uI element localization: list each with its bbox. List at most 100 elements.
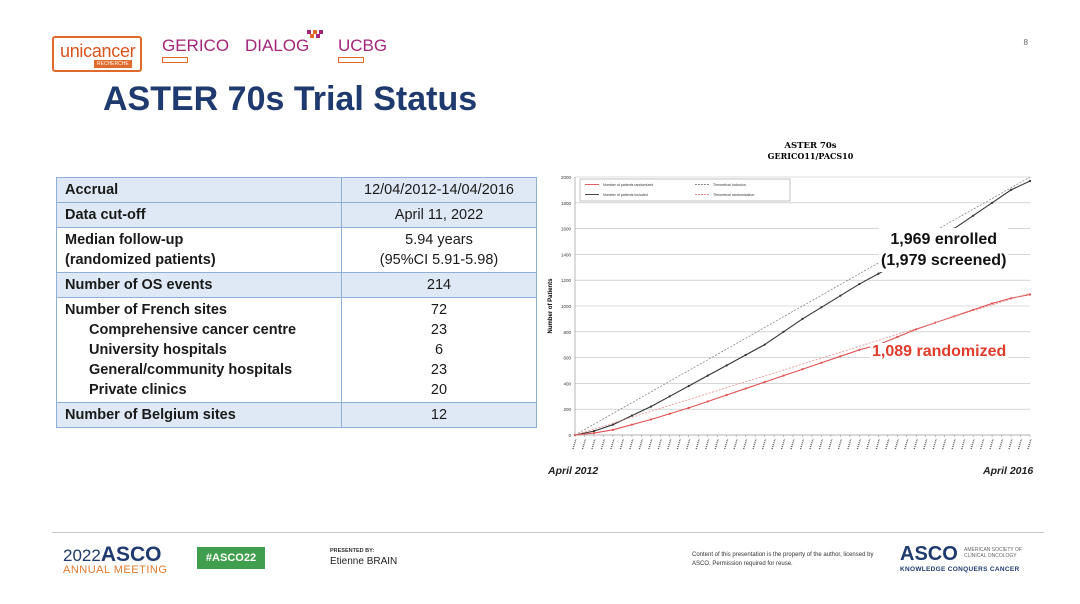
gerico-logo: GERICO	[162, 36, 229, 63]
y-tick-label: 1000	[561, 304, 572, 309]
series-point	[668, 412, 671, 415]
series-point	[763, 343, 766, 346]
row-label-sub: (randomized patients)	[65, 252, 216, 268]
accrual-chart: ASTER 70s GERICO11/PACS10 0 200 400 600 800 100…	[540, 140, 1040, 480]
series-point	[592, 430, 596, 433]
sub-row-value: 6	[434, 342, 444, 358]
x-tick-label	[998, 438, 1004, 450]
x-tick-label	[1027, 438, 1032, 450]
sub-row-label: Private clinics	[89, 382, 187, 398]
series-point	[877, 272, 880, 275]
series-point	[725, 364, 728, 367]
x-tick-label	[828, 438, 833, 450]
x-tick-label	[951, 438, 956, 450]
y-tick-label: 0	[568, 433, 571, 438]
series-point	[839, 355, 842, 358]
series-point	[706, 400, 709, 403]
row-label: Median follow-up	[65, 232, 184, 248]
x-tick-label	[875, 438, 881, 450]
trial-status-table: Accrual 12/04/2012-14/04/2016 Data cut-o…	[56, 177, 537, 428]
x-tick-label	[904, 438, 909, 450]
sub-row-label: University hospitals	[89, 342, 227, 358]
sub-row-value: 23	[430, 322, 448, 338]
x-tick-label	[979, 438, 985, 450]
x-tick-label	[913, 438, 918, 450]
x-tick-label	[866, 438, 871, 450]
series-point	[801, 317, 804, 320]
x-tick-label	[837, 438, 843, 450]
row-value: 72	[430, 302, 448, 318]
copyright-disclaimer: Content of this presentation is the prop…	[692, 552, 874, 567]
x-tick-label	[1017, 438, 1023, 450]
x-tick-label	[752, 438, 757, 450]
dialog-checker-icon	[307, 30, 323, 38]
footer-divider	[52, 532, 1044, 533]
table-row: Number of Belgium sites 12	[56, 402, 537, 428]
table-row: Median follow-up (randomized patients) 5…	[56, 227, 537, 273]
series-point	[820, 306, 823, 309]
series-point	[687, 384, 690, 388]
x-tick-label	[648, 438, 653, 450]
x-tick-label	[686, 438, 691, 450]
series-point	[706, 374, 709, 377]
presented-by: PRESENTED BY: Etienne BRAIN	[330, 548, 397, 567]
series-point	[782, 374, 785, 377]
x-axis-start-label: April 2012	[548, 465, 599, 477]
x-tick-label	[1008, 438, 1013, 450]
series-point	[820, 361, 823, 364]
x-tick-label	[761, 438, 767, 450]
y-axis-label: Number of Patients	[548, 278, 554, 334]
table-row: Number of OS events 214	[56, 272, 537, 298]
x-tick-label	[894, 438, 899, 450]
row-value: April 11, 2022	[341, 202, 537, 228]
row-label: Data cut-off	[56, 202, 342, 228]
row-value: 214	[341, 272, 537, 298]
x-tick-label	[676, 438, 681, 450]
series-point	[1028, 293, 1032, 296]
hashtag-badge: #ASCO22	[197, 547, 265, 569]
series-point	[649, 405, 652, 408]
x-tick-label	[790, 438, 795, 450]
x-tick-label	[970, 438, 975, 450]
sub-row-value: 23	[430, 362, 448, 378]
x-tick-label	[619, 438, 625, 450]
x-tick-label	[572, 438, 577, 450]
meeting-label: ANNUAL MEETING	[63, 564, 168, 576]
asco-society-wordmark: ASCO	[900, 543, 958, 565]
series-point	[839, 294, 842, 297]
series-point	[990, 302, 994, 305]
series-point	[649, 418, 652, 421]
x-tick-label	[856, 438, 862, 450]
row-label: Number of French sites	[65, 302, 227, 318]
table-row: Number of French sites Comprehensive can…	[56, 297, 537, 403]
legend-label: Number of patients randomized	[603, 183, 653, 187]
series-line	[574, 180, 1031, 436]
x-tick-label	[989, 438, 994, 450]
slide-title: ASTER 70s Trial Status	[103, 80, 478, 118]
series-point	[801, 368, 804, 371]
legend-label: Theoretical inclusion	[713, 183, 746, 187]
series-point	[782, 330, 785, 333]
meeting-asco: ASCO	[100, 543, 162, 566]
series-point	[1028, 179, 1032, 183]
series-point	[1009, 188, 1013, 191]
series-point	[687, 406, 690, 410]
gerico-logo-text: GERICO	[162, 36, 230, 55]
series-point	[592, 431, 596, 435]
y-tick-label: 600	[563, 356, 571, 361]
x-tick-label	[657, 438, 662, 450]
dialog-logo-text: DIALOG	[245, 36, 310, 55]
presenter-name: Etienne BRAIN	[330, 556, 398, 567]
x-axis-end-label: April 2016	[983, 465, 1034, 477]
legend-label: Number of patients included	[603, 193, 648, 197]
ucbg-logo-text: UCBG	[338, 36, 388, 55]
y-tick-label: 400	[563, 381, 571, 386]
row-label: Number of Belgium sites	[56, 402, 342, 428]
chart-title: ASTER 70s	[783, 141, 836, 151]
ucbg-logo: UCBG	[338, 36, 387, 63]
y-tick-label: 2000	[561, 175, 572, 180]
x-tick-label	[742, 438, 748, 450]
page-number: 8	[1023, 38, 1028, 47]
x-tick-label	[610, 438, 615, 450]
x-tick-label	[723, 438, 729, 450]
